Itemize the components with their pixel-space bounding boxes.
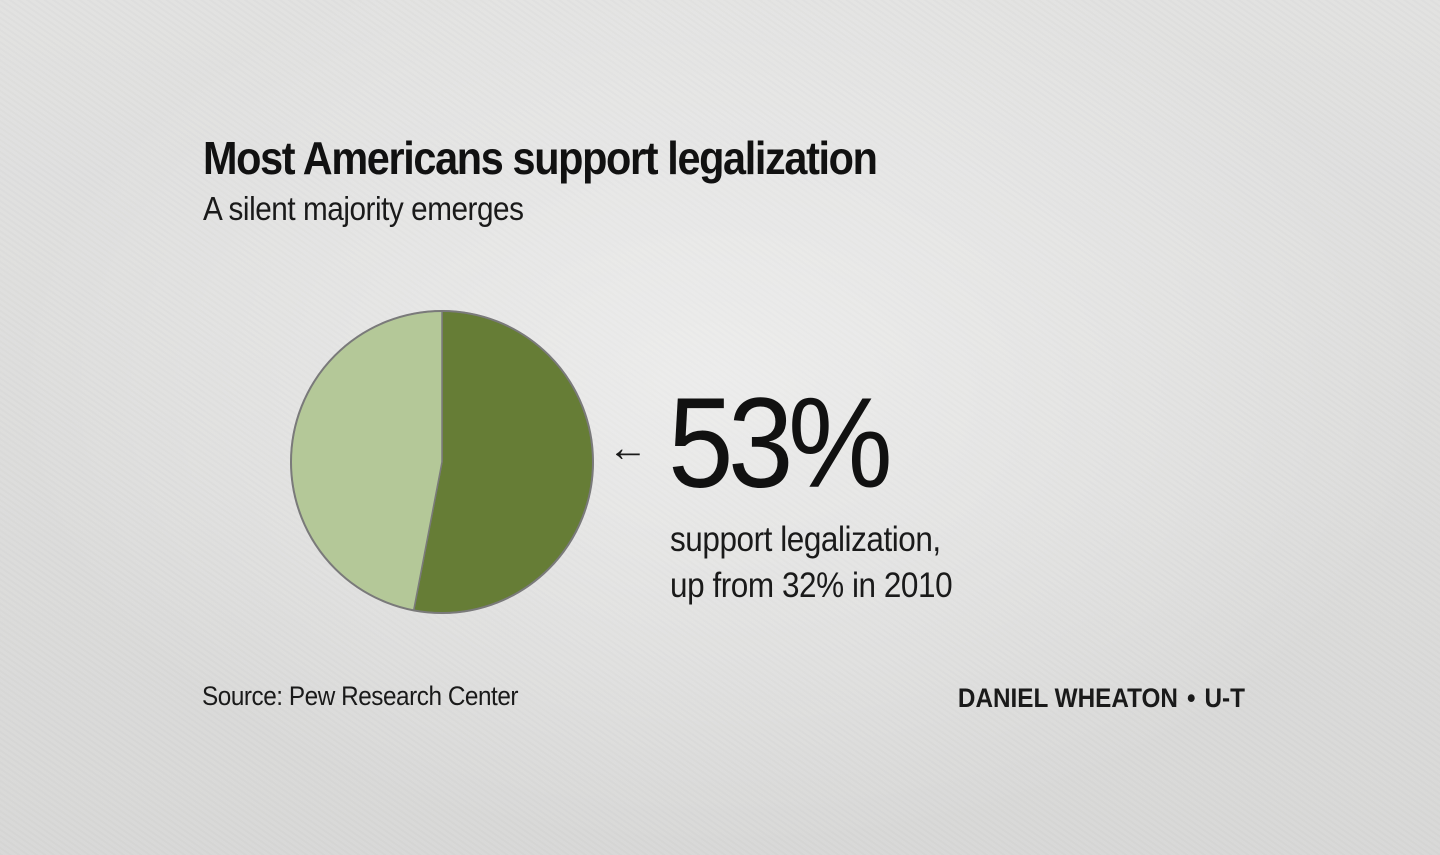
credit-org: U-T bbox=[1204, 683, 1245, 713]
credit-name: DANIEL WHEATON bbox=[957, 683, 1179, 713]
pie-slice-2 bbox=[290, 310, 443, 612]
byline-credit: DANIEL WHEATON • U-T bbox=[958, 683, 1245, 714]
pie-chart bbox=[290, 310, 594, 614]
pie-outline bbox=[290, 310, 594, 614]
left-arrow-icon: ← bbox=[608, 426, 648, 470]
pie-slices bbox=[290, 310, 594, 614]
chart-subtitle: A silent majority emerges bbox=[203, 190, 524, 227]
callout-caption-line-1: support legalization, bbox=[670, 520, 941, 559]
callout-caption: support legalization, up from 32% in 201… bbox=[670, 517, 953, 609]
callout-caption-line-2: up from 32% in 2010 bbox=[670, 566, 953, 605]
chart-title: Most Americans support legalization bbox=[203, 132, 878, 184]
source-note: Source: Pew Research Center bbox=[202, 681, 519, 711]
callout-value: 53% bbox=[668, 372, 893, 515]
credit-separator: • bbox=[1187, 683, 1196, 713]
